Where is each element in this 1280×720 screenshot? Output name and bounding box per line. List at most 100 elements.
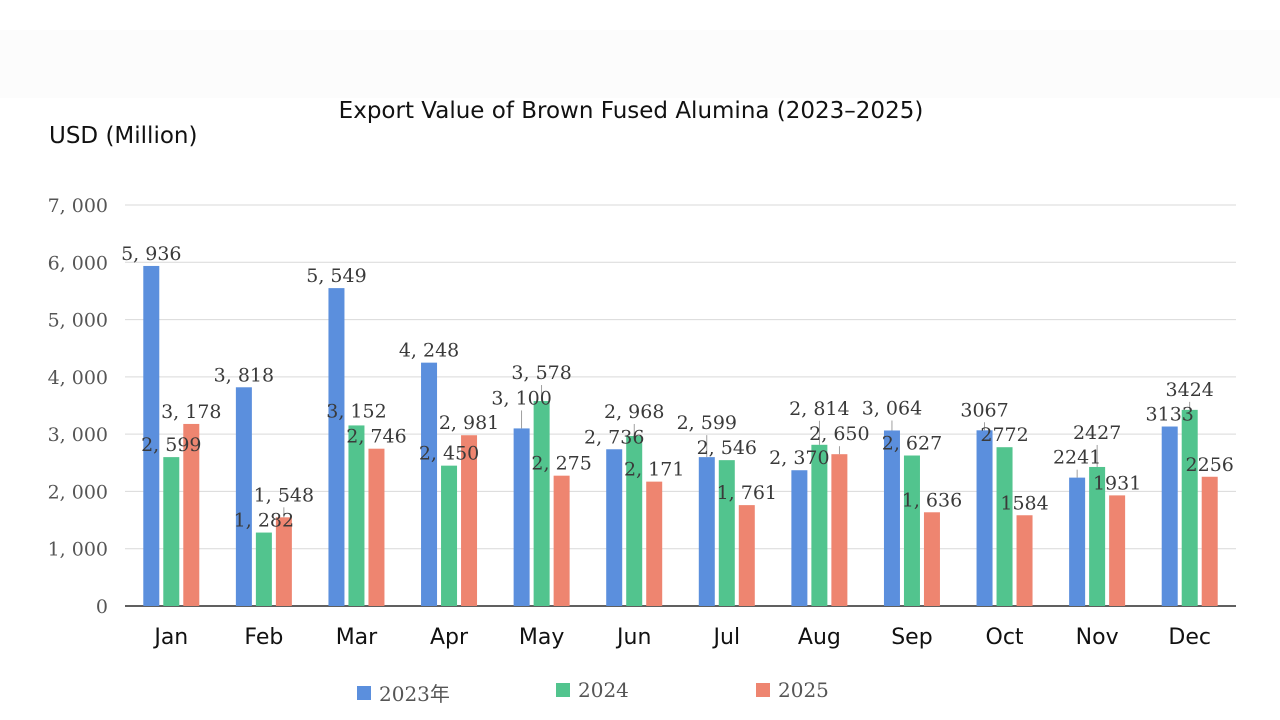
data-label: 2, 450 (419, 443, 479, 465)
legend-swatch (357, 685, 371, 700)
data-label: 2, 736 (584, 426, 644, 448)
bar-dec-2025 (1201, 476, 1218, 606)
bar-jan-2023 (143, 265, 160, 606)
x-tick-label: Mar (336, 625, 378, 650)
legend-item[interactable]: 2023年 (357, 678, 450, 707)
y-tick-label: 0 (96, 596, 108, 618)
bar-dec-2024 (1181, 409, 1198, 606)
bar-sep-2024 (903, 455, 920, 606)
data-label: 3, 818 (214, 364, 274, 386)
bar-oct-2024 (996, 447, 1013, 606)
data-label: 2, 599 (677, 412, 737, 434)
data-label: 5, 936 (121, 243, 181, 265)
x-tick-label: Sep (891, 625, 932, 650)
data-label: 2, 171 (624, 459, 684, 481)
bar-jul-2023 (698, 457, 715, 606)
x-tick-label: Nov (1076, 625, 1119, 650)
legend: 2023年 2024 2025 (0, 678, 1280, 708)
legend-label: 2025 (778, 678, 829, 702)
data-label: 3424 (1166, 379, 1214, 401)
data-label: 2, 599 (141, 434, 201, 456)
data-label: 2, 627 (882, 433, 942, 455)
bar-aug-2024 (811, 444, 828, 606)
data-label: 3, 064 (862, 397, 922, 419)
data-label: 3, 152 (326, 400, 386, 422)
y-tick-label: 3, 000 (48, 424, 108, 446)
bar-apr-2025 (461, 435, 478, 606)
bar-jul-2024 (718, 460, 735, 606)
legend-label: 2024 (578, 678, 629, 702)
x-tick-label: Jul (712, 625, 741, 650)
bar-apr-2023 (421, 362, 438, 606)
legend-item[interactable]: 2025 (756, 678, 829, 702)
header-band (0, 30, 1280, 98)
data-label: 2427 (1073, 422, 1121, 444)
data-label: 5, 549 (306, 265, 366, 287)
bar-apr-2024 (441, 465, 458, 606)
data-label: 3, 100 (491, 387, 551, 409)
bar-nov-2025 (1109, 495, 1126, 606)
data-label: 2, 981 (439, 412, 499, 434)
bar-jun-2023 (606, 449, 623, 606)
y-tick-label: 4, 000 (48, 367, 108, 389)
y-tick-label: 1, 000 (48, 539, 108, 561)
bar-nov-2023 (1069, 477, 1086, 606)
bar-feb-2024 (255, 532, 272, 606)
x-tick-label: Feb (244, 625, 283, 650)
data-label: 2, 814 (789, 398, 849, 420)
y-tick-label: 5, 000 (48, 310, 108, 332)
x-tick-label: Dec (1168, 625, 1211, 650)
data-label: 2241 (1053, 447, 1101, 469)
legend-item[interactable]: 2024 (556, 678, 629, 702)
bar-jul-2025 (738, 505, 755, 606)
legend-swatch (556, 683, 570, 697)
bar-feb-2025 (275, 517, 292, 606)
data-label: 2772 (980, 424, 1028, 446)
data-label: 2, 275 (531, 453, 591, 475)
bar-jun-2025 (646, 481, 663, 606)
bars-layer (143, 265, 1218, 606)
data-label: 1584 (1000, 492, 1048, 514)
data-label: 1, 282 (234, 510, 294, 532)
data-label: 2, 746 (346, 426, 406, 448)
data-label: 2, 370 (769, 447, 829, 469)
x-tick-label: Jun (615, 625, 651, 650)
bar-jan-2025 (183, 423, 200, 606)
bar-aug-2025 (831, 454, 848, 606)
bar-sep-2023 (883, 430, 900, 606)
bar-aug-2023 (791, 470, 808, 606)
bar-nov-2024 (1089, 466, 1106, 606)
x-tick-label: Oct (986, 625, 1024, 650)
bar-mar-2024 (348, 425, 365, 606)
bar-jan-2024 (163, 457, 180, 606)
data-label: 2256 (1186, 454, 1234, 476)
bar-feb-2023 (235, 387, 252, 606)
data-label: 3067 (960, 399, 1008, 421)
y-axis-label: USD (Million) (49, 123, 198, 149)
bar-sep-2025 (923, 512, 940, 606)
data-label: 3133 (1146, 404, 1194, 426)
grid-layer (125, 204, 1236, 607)
bar-may-2025 (553, 475, 570, 606)
bar-jun-2024 (626, 435, 643, 606)
x-tick-label: Jan (152, 625, 188, 650)
bar-may-2024 (533, 401, 550, 606)
x-tick-label: Apr (430, 625, 469, 650)
y-tick-label: 7, 000 (48, 195, 108, 217)
bar-mar-2023 (328, 288, 345, 606)
x-tick-label: May (519, 625, 564, 650)
data-label: 2, 968 (604, 401, 664, 423)
labels-layer: 0 1, 000 2, 000 3, 000 4, 000 5, 000 6, 000 7, … (48, 195, 1234, 650)
data-label: 3, 578 (511, 362, 571, 384)
data-label: 1, 636 (902, 489, 962, 511)
leader-layer (283, 385, 1191, 518)
legend-swatch (756, 683, 770, 697)
bar-oct-2023 (976, 430, 993, 606)
data-label: 1931 (1093, 472, 1141, 494)
bar-dec-2023 (1161, 426, 1178, 606)
data-label: 2, 650 (809, 423, 869, 445)
data-label: 4, 248 (399, 340, 459, 362)
y-tick-label: 6, 000 (48, 252, 108, 274)
data-label: 3, 178 (161, 401, 221, 423)
